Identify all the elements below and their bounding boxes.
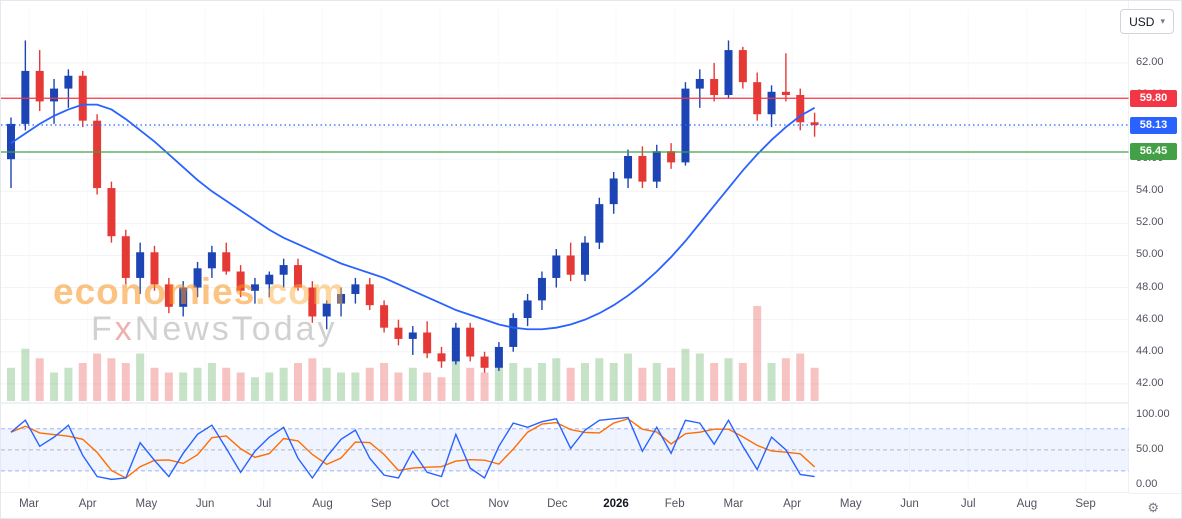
time-axis-label: Jun	[900, 498, 919, 510]
currency-label: USD	[1129, 14, 1155, 29]
time-axis-label: Jul	[960, 498, 976, 510]
time-axis-label: Aug	[312, 498, 333, 510]
support-price-badge: 56.45	[1130, 143, 1177, 161]
currency-selector-button[interactable]: USD ▾	[1120, 9, 1174, 34]
price-axis-label: 50.00	[1136, 442, 1164, 455]
time-axis-label: 2026	[603, 498, 629, 510]
time-axis-label: Apr	[783, 498, 802, 510]
time-axis-label: Apr	[78, 498, 97, 510]
price-axis-label: 44.00	[1136, 344, 1164, 357]
chevron-down-icon: ▾	[1160, 16, 1165, 26]
time-axis-label: May	[839, 498, 862, 510]
time-axis-label: Jul	[256, 498, 272, 510]
price-axis-label: 62.00	[1136, 55, 1164, 68]
time-axis-label: Feb	[664, 498, 685, 510]
time-axis-label: Dec	[547, 498, 568, 510]
resistance-price-badge: 59.80	[1130, 89, 1177, 107]
price-axis-label: 0.00	[1136, 477, 1158, 490]
time-axis-label: Mar	[19, 498, 39, 510]
time-axis-label: May	[135, 498, 158, 510]
price-axis-label: 54.00	[1136, 184, 1164, 197]
price-axis-label: 100.00	[1136, 407, 1170, 420]
time-axis-label: Mar	[723, 498, 744, 510]
time-axis-label: Nov	[488, 498, 509, 510]
price-axis-label: 50.00	[1136, 248, 1164, 261]
last-price-badge: 58.13	[1130, 116, 1177, 134]
price-axis-label: 48.00	[1136, 280, 1164, 293]
price-axis-label: 52.00	[1136, 216, 1164, 229]
price-axis-label: 42.00	[1136, 376, 1164, 389]
price-axis-label: 46.00	[1136, 312, 1164, 325]
time-axis-label: Oct	[430, 498, 449, 510]
time-axis-label: Aug	[1016, 498, 1038, 510]
price-axis[interactable]: 62.0060.0058.0056.0054.0052.0050.0048.00…	[1129, 1, 1181, 493]
gear-icon[interactable]: ⚙	[1147, 500, 1159, 515]
time-axis-label: Jun	[195, 498, 215, 510]
time-axis-label: Sep	[1075, 498, 1096, 510]
time-axis[interactable]: Mar Apr May Jun Jul Aug Sep Oct Nov Dec 2026 Feb Mar…	[1, 493, 1129, 518]
time-axis-label: Sep	[370, 498, 392, 510]
